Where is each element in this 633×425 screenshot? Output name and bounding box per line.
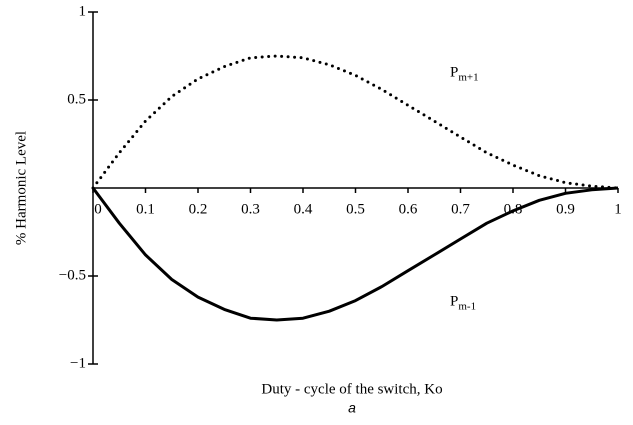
series-line bbox=[91, 186, 619, 322]
x-tick-label: 0.2 bbox=[189, 201, 208, 217]
x-axis-label: Duty - cycle of the switch, Ko bbox=[261, 381, 442, 397]
x-tick-label: 1 bbox=[614, 201, 622, 217]
annotation-text: P bbox=[450, 294, 458, 310]
annotation-text: P bbox=[450, 65, 458, 81]
annotation-sub: m+1 bbox=[458, 71, 478, 83]
x-tick-label: 0.3 bbox=[241, 201, 260, 217]
x-tick-label: 0.5 bbox=[346, 201, 365, 217]
x-tick-label: 0.4 bbox=[294, 201, 313, 217]
x-tick-label: 0.6 bbox=[399, 201, 418, 217]
y-tick-label: −0.5 bbox=[59, 267, 86, 283]
annotation-sub: m-1 bbox=[458, 300, 476, 312]
y-tick-label: 1 bbox=[79, 3, 87, 19]
x-tick-label: 0 bbox=[94, 201, 102, 217]
caption: a bbox=[348, 400, 356, 416]
x-tick-label: 0.1 bbox=[136, 201, 155, 217]
y-tick-label: 0.5 bbox=[67, 91, 86, 107]
annotation: Pm+1 bbox=[450, 65, 479, 83]
y-tick-label: −1 bbox=[70, 355, 86, 371]
x-tick-label: 0.7 bbox=[451, 201, 470, 217]
series-line bbox=[91, 54, 620, 190]
y-axis-label: % Harmonic Level bbox=[13, 131, 29, 245]
x-tick-label: 0.9 bbox=[556, 201, 575, 217]
annotation: Pm-1 bbox=[450, 294, 476, 312]
